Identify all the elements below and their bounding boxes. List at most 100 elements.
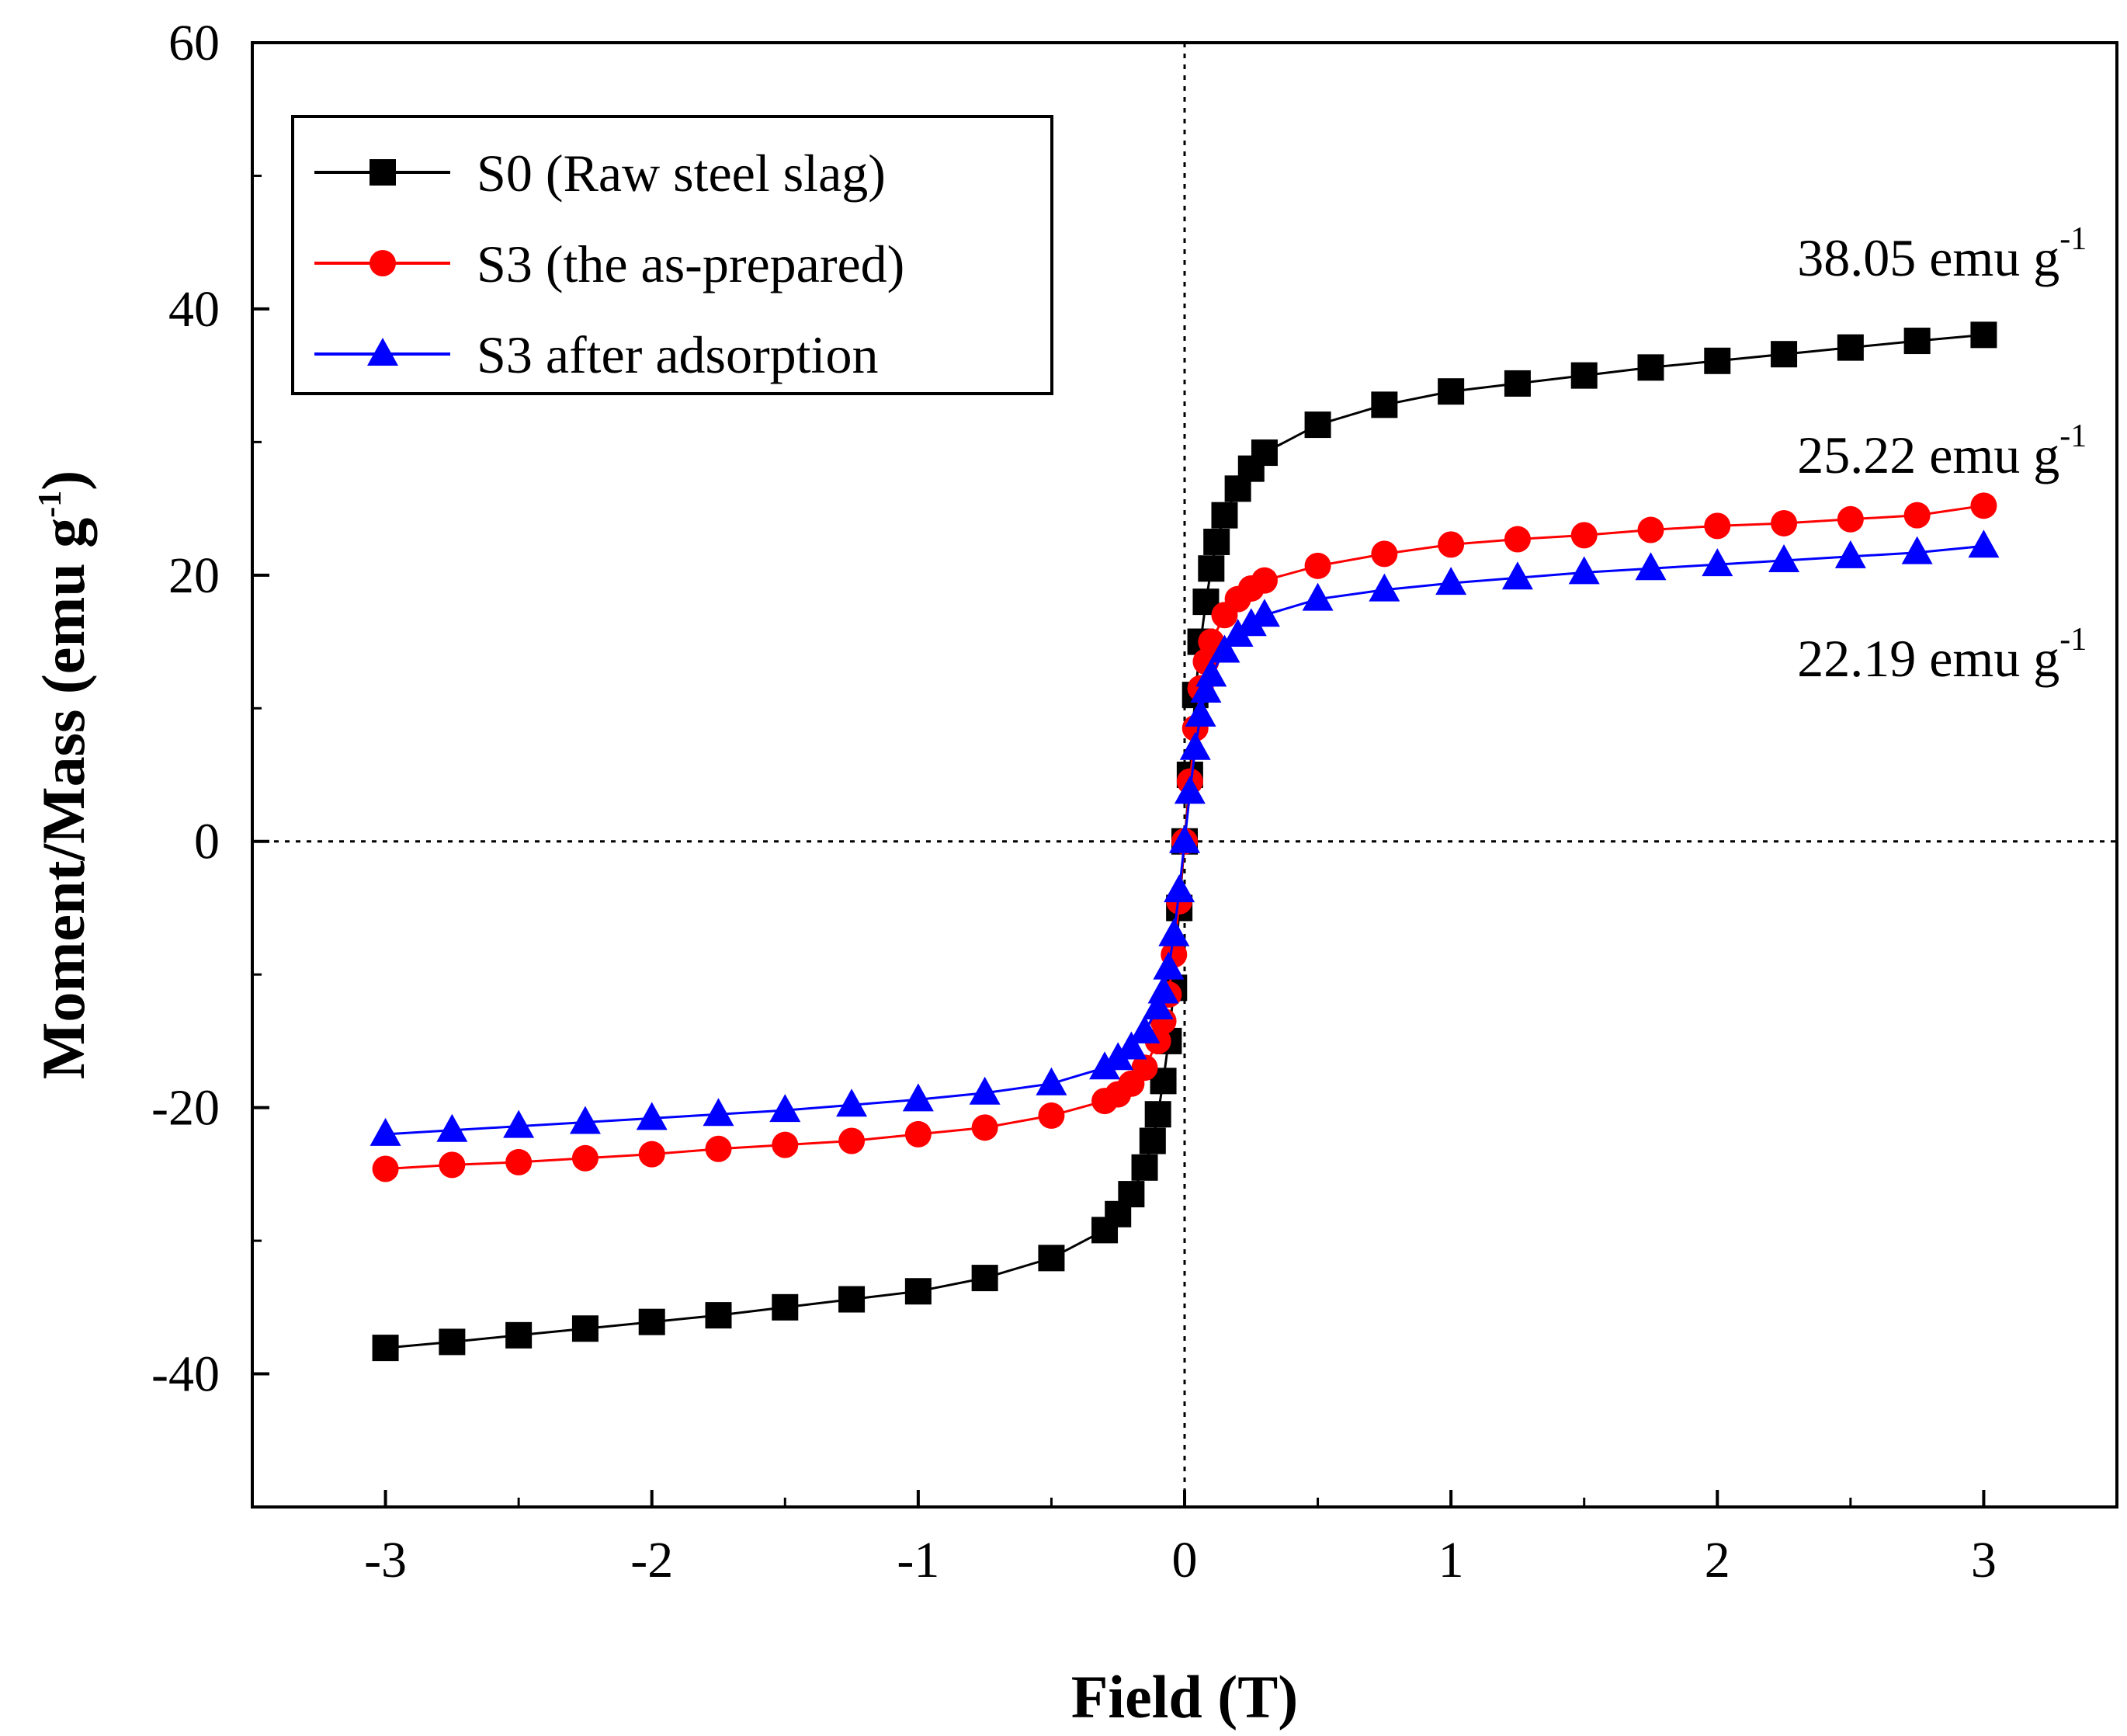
x-tick-label: -3 bbox=[364, 1532, 407, 1588]
series-3 bbox=[370, 529, 2000, 1146]
data-point bbox=[1147, 975, 1179, 1004]
axis-ticks: -3 -2 -1 0 1 2 3 -40 -20 0 20 40 60 bbox=[151, 15, 2118, 1588]
data-point bbox=[1371, 391, 1398, 418]
data-point bbox=[1771, 341, 1798, 368]
data-point bbox=[838, 1286, 866, 1313]
data-point bbox=[1038, 1245, 1065, 1272]
data-point bbox=[1635, 552, 1667, 581]
series-layer bbox=[370, 321, 2000, 1362]
data-point bbox=[1158, 918, 1190, 946]
x-axis-title: Field (T) bbox=[1071, 1663, 1298, 1731]
data-point bbox=[1637, 516, 1664, 543]
data-point bbox=[1118, 1181, 1145, 1208]
data-point bbox=[1504, 370, 1531, 397]
annotation-sup: -1 bbox=[2059, 418, 2087, 454]
data-point bbox=[1198, 555, 1225, 582]
y-axis-title-main: Moment/Mass (emu g bbox=[29, 518, 97, 1080]
data-point bbox=[1089, 1051, 1121, 1080]
data-point bbox=[505, 1148, 533, 1175]
y-axis-title-close: ) bbox=[29, 470, 97, 491]
data-point bbox=[1131, 1054, 1158, 1082]
x-tick-label: 3 bbox=[1971, 1532, 1997, 1588]
annotations: 38.05 emu g-125.22 emu g-122.19 emu g-1 bbox=[1797, 221, 2087, 688]
data-point bbox=[1304, 552, 1331, 579]
x-tick-label: 0 bbox=[1172, 1532, 1198, 1588]
data-point bbox=[1968, 529, 2000, 558]
data-point bbox=[1834, 540, 1866, 568]
data-point bbox=[1036, 1067, 1067, 1095]
data-point bbox=[1970, 321, 1997, 349]
legend-circle-icon bbox=[370, 250, 396, 276]
annotation-value: 38.05 emu g bbox=[1797, 228, 2059, 287]
data-point bbox=[1371, 540, 1398, 568]
data-point bbox=[1837, 334, 1864, 361]
data-point bbox=[1702, 548, 1733, 577]
data-point bbox=[1501, 561, 1533, 590]
data-point bbox=[1235, 608, 1267, 637]
data-point bbox=[1704, 347, 1731, 374]
data-point bbox=[703, 1098, 734, 1127]
data-point bbox=[569, 1106, 601, 1134]
legend-label: S0 (Raw steel slag) bbox=[477, 144, 886, 203]
x-tick-label: 1 bbox=[1438, 1532, 1464, 1588]
legend: S0 (Raw steel slag) S3 (the as-prepared) S… bbox=[291, 115, 1053, 395]
data-point bbox=[1903, 328, 1931, 355]
data-point bbox=[705, 1302, 732, 1329]
saturation-annotation: 22.19 emu g-1 bbox=[1797, 622, 2087, 688]
data-point bbox=[1203, 528, 1230, 555]
data-point bbox=[1251, 567, 1278, 594]
data-point bbox=[1164, 874, 1195, 903]
y-tick-label: -20 bbox=[151, 1080, 220, 1137]
data-point bbox=[503, 1109, 535, 1138]
data-point bbox=[1209, 634, 1240, 663]
data-point bbox=[705, 1135, 732, 1162]
data-point bbox=[1169, 825, 1200, 853]
data-point bbox=[1901, 536, 1933, 564]
data-point bbox=[1142, 991, 1174, 1020]
data-point bbox=[1304, 411, 1331, 439]
data-point bbox=[904, 1278, 932, 1305]
data-point bbox=[1174, 776, 1206, 804]
data-point bbox=[1637, 354, 1664, 381]
data-point bbox=[902, 1083, 934, 1112]
data-point bbox=[1837, 505, 1864, 533]
y-tick-label: 0 bbox=[194, 814, 220, 870]
data-point bbox=[571, 1315, 599, 1342]
data-point bbox=[772, 1293, 799, 1321]
annotation-sup: -1 bbox=[2059, 221, 2087, 257]
data-point bbox=[1131, 1154, 1158, 1181]
data-point bbox=[838, 1127, 866, 1154]
y-tick-label: 60 bbox=[168, 15, 220, 71]
data-point bbox=[1570, 522, 1598, 549]
saturation-annotation: 25.22 emu g-1 bbox=[1797, 418, 2087, 484]
annotation-value: 25.22 emu g bbox=[1797, 425, 2059, 484]
data-point bbox=[370, 1117, 401, 1146]
data-point bbox=[1435, 567, 1467, 595]
data-point bbox=[1248, 599, 1280, 627]
legend-label: S3 after adsorption bbox=[477, 325, 878, 384]
y-tick-label: 40 bbox=[168, 281, 220, 338]
data-point bbox=[372, 1335, 399, 1362]
y-axis-title: Moment/Mass (emu g-1) bbox=[29, 470, 97, 1080]
data-point bbox=[505, 1321, 533, 1349]
legend-triangle-icon bbox=[367, 338, 398, 366]
data-point bbox=[638, 1308, 665, 1335]
data-point bbox=[1771, 509, 1798, 536]
data-point bbox=[638, 1141, 665, 1168]
data-point bbox=[1195, 658, 1227, 687]
data-point bbox=[372, 1155, 399, 1182]
data-point bbox=[969, 1076, 1001, 1105]
data-point bbox=[1190, 674, 1222, 703]
data-point bbox=[1211, 502, 1238, 529]
data-point bbox=[1570, 362, 1598, 389]
data-point bbox=[436, 1113, 468, 1142]
data-point bbox=[1704, 512, 1731, 540]
data-point bbox=[1302, 582, 1334, 611]
x-tick-label: -1 bbox=[897, 1532, 939, 1588]
data-point bbox=[971, 1114, 998, 1141]
data-point bbox=[836, 1088, 868, 1117]
data-point bbox=[1438, 378, 1465, 405]
y-tick-label: 20 bbox=[168, 547, 220, 604]
data-point bbox=[1185, 698, 1216, 727]
